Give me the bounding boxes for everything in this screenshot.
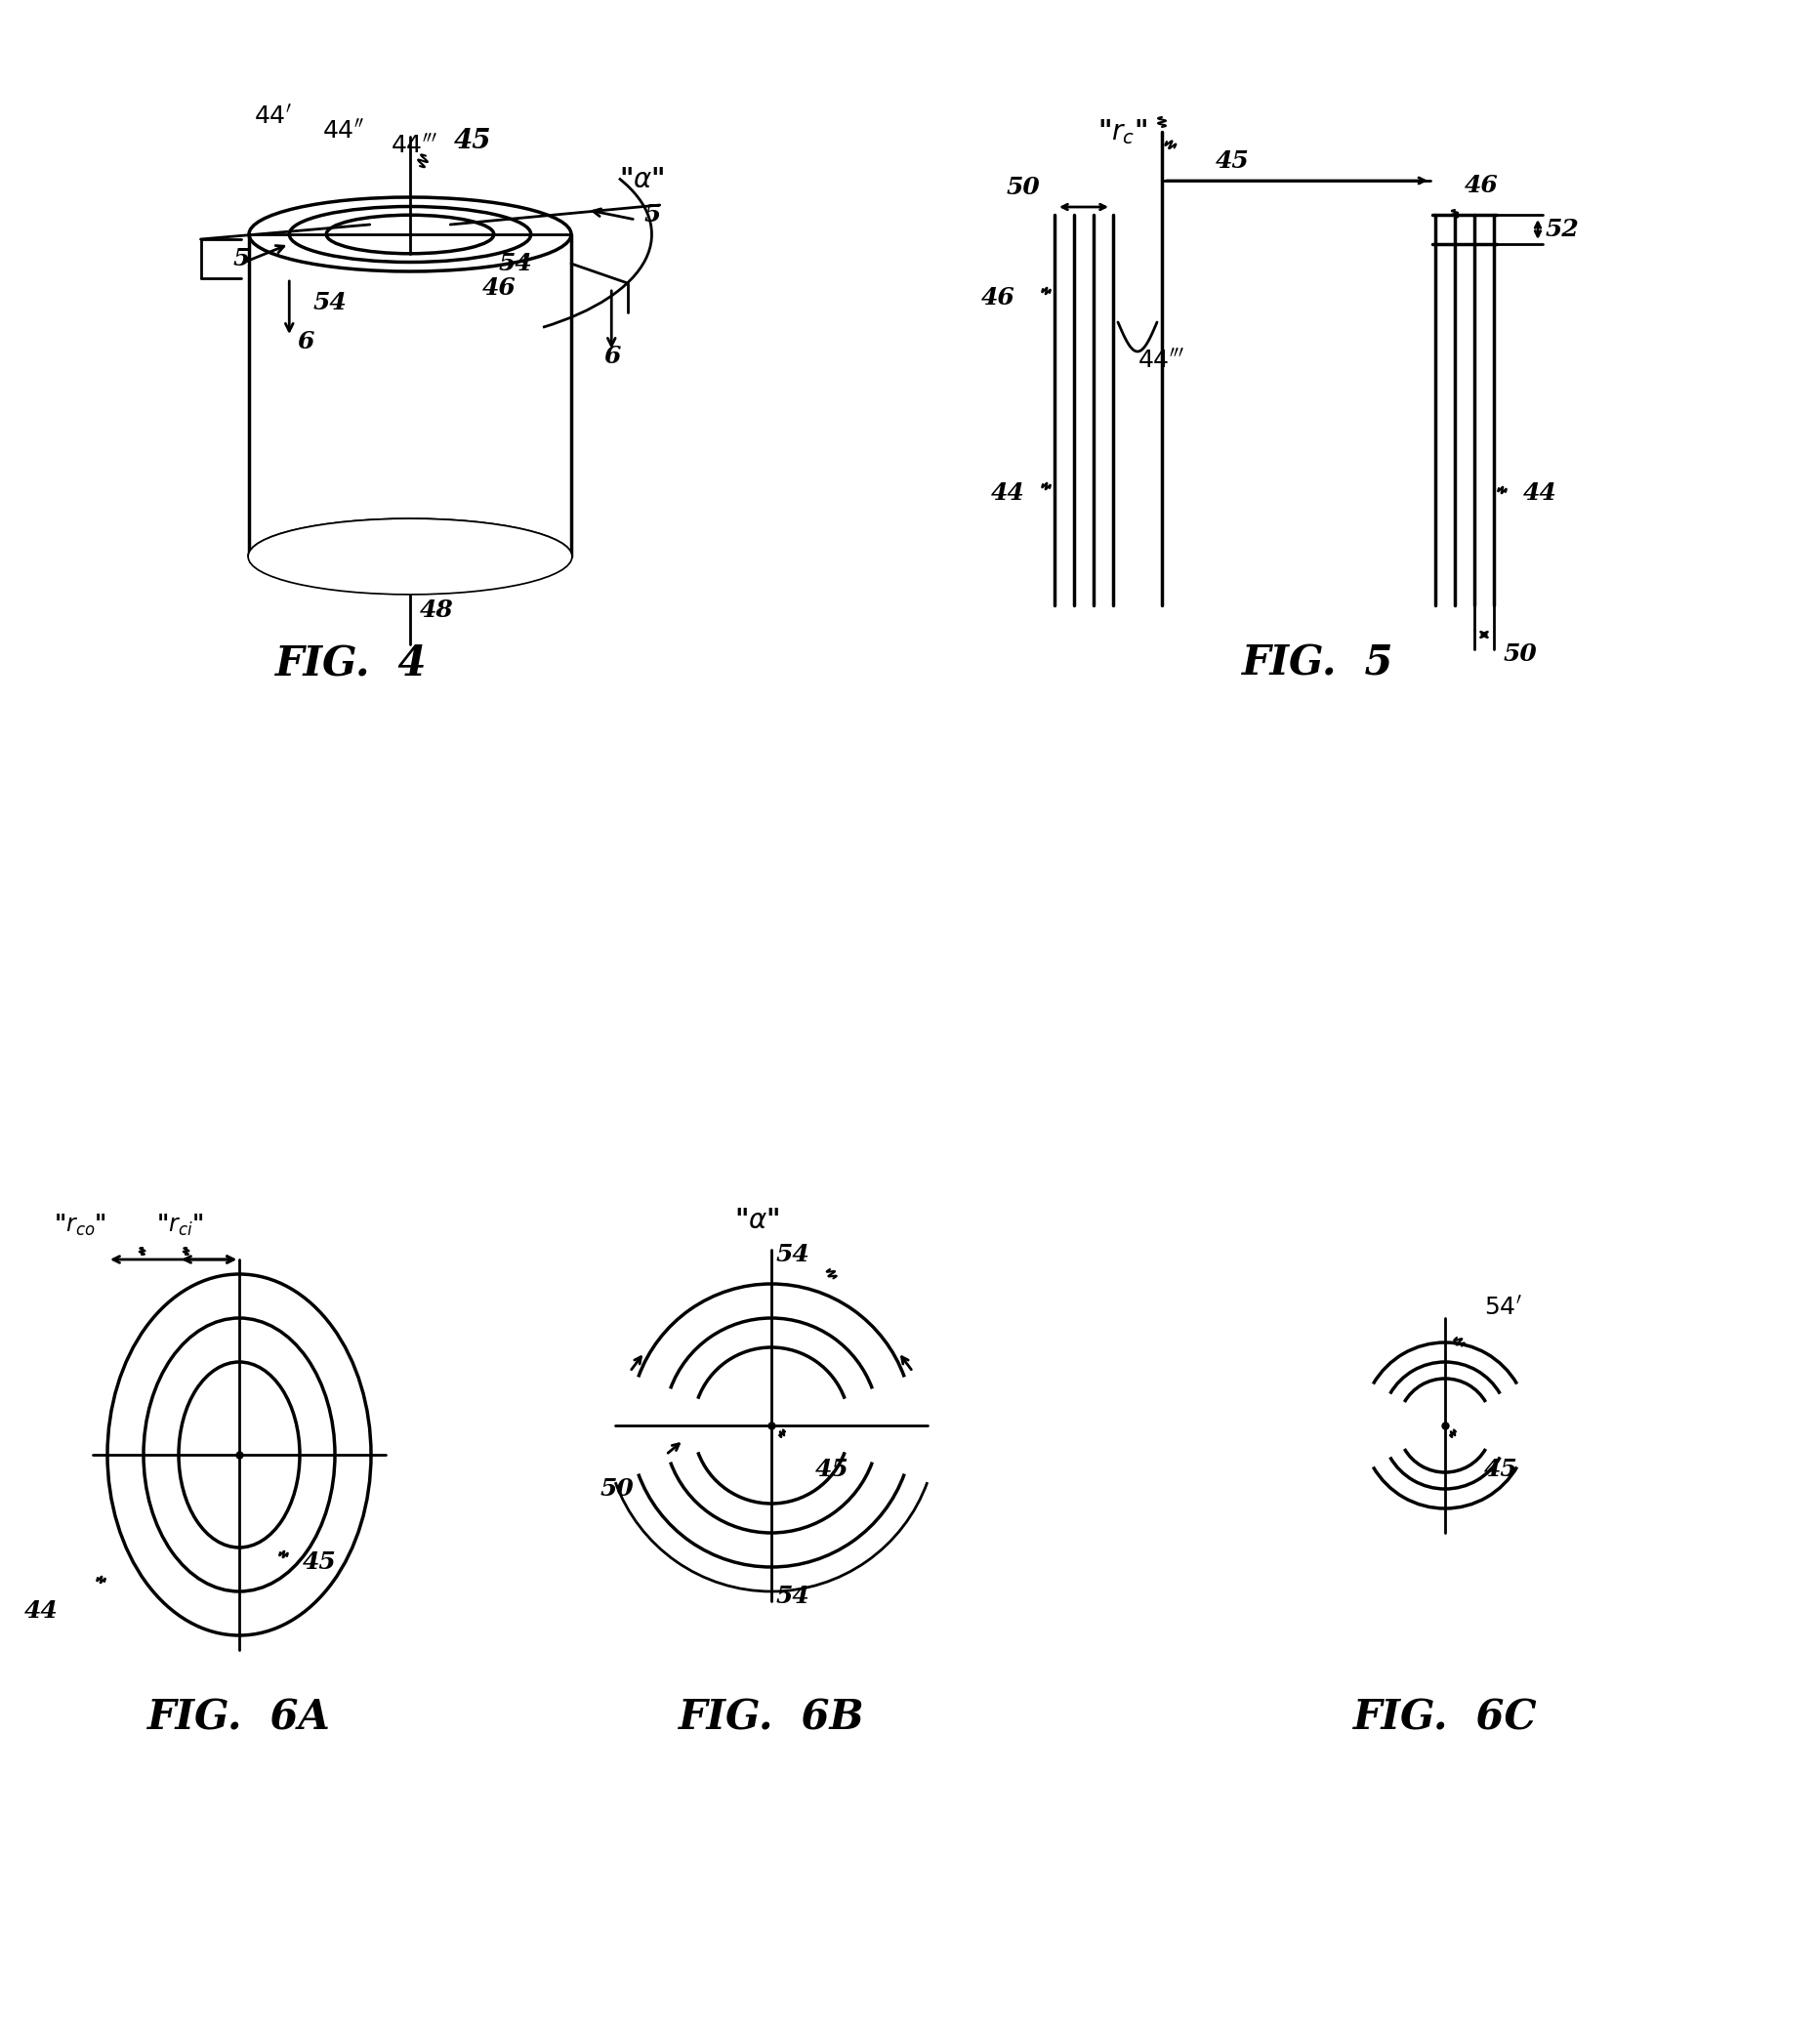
Text: 50: 50 [601,1478,635,1500]
Text: 48: 48 [420,599,453,623]
Text: 52: 52 [1545,218,1580,241]
Text: "$r_c$": "$r_c$" [1097,117,1148,146]
Text: FIG.  6C: FIG. 6C [1352,1698,1538,1739]
Text: FIG.  5: FIG. 5 [1243,643,1394,683]
Text: 50: 50 [1503,643,1538,665]
Text: "$\alpha$": "$\alpha$" [619,168,664,194]
Text: $44^{\prime\prime\prime}$: $44^{\prime\prime\prime}$ [391,135,437,158]
Text: FIG.  4: FIG. 4 [275,643,428,683]
Text: "$r_{ci}$": "$r_{ci}$" [157,1213,204,1237]
Text: "$\alpha$": "$\alpha$" [733,1207,779,1233]
Text: 54: 54 [313,291,348,313]
Text: 45: 45 [815,1458,850,1480]
Text: 54: 54 [499,253,533,275]
Text: 46: 46 [482,277,517,299]
Text: 54: 54 [777,1585,810,1607]
Text: 6: 6 [604,344,621,368]
Text: 46: 46 [981,285,1016,309]
Text: "$r_{co}$": "$r_{co}$" [55,1213,106,1237]
Text: $44^{\prime\prime\prime}$: $44^{\prime\prime\prime}$ [1138,350,1185,372]
Text: 6: 6 [297,330,315,354]
Ellipse shape [249,520,571,594]
Text: 44: 44 [24,1599,58,1624]
Text: $44^{\prime}$: $44^{\prime}$ [253,105,291,129]
Text: 50: 50 [1006,176,1039,200]
Text: 44: 44 [1523,481,1558,506]
Text: $44^{\prime\prime}$: $44^{\prime\prime}$ [322,119,364,144]
Text: 45: 45 [1216,150,1250,172]
Text: 45: 45 [1483,1458,1518,1480]
Text: 46: 46 [1465,174,1498,198]
Text: 5: 5 [233,247,249,271]
Text: FIG.  6B: FIG. 6B [679,1698,864,1739]
Text: FIG.  6A: FIG. 6A [147,1698,331,1739]
Text: 5: 5 [644,202,661,226]
Text: $54^{\prime}$: $54^{\prime}$ [1483,1296,1522,1320]
Text: 45: 45 [453,127,491,156]
Text: 45: 45 [302,1551,337,1573]
Text: 44: 44 [992,481,1025,506]
Text: 54: 54 [777,1244,810,1266]
